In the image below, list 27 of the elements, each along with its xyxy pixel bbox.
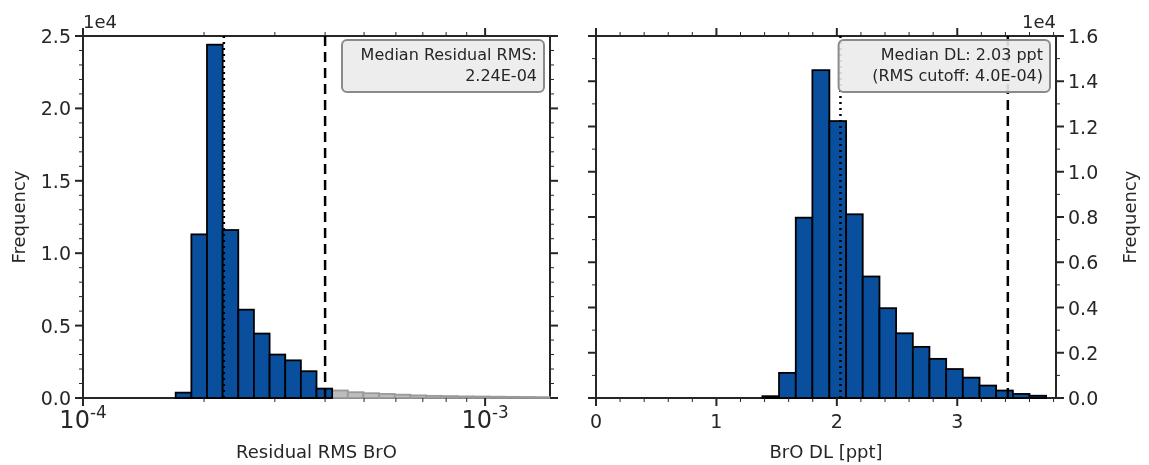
text: 1e4 [83, 11, 117, 32]
y2-tick-label: 1.6 [1068, 25, 1099, 47]
text: 1e4 [1022, 11, 1056, 32]
y-tick-label: 1.0 [40, 242, 71, 265]
y2-tick-label: 1.0 [1068, 160, 1099, 183]
x-tick-label: 10$^{-3}$ [461, 402, 509, 434]
y2-tick-label: 0.4 [1068, 296, 1099, 319]
y-tick-label: 1.5 [40, 169, 71, 192]
y-axis-title: Frequency [8, 170, 29, 264]
x-tick-label: 0 [589, 410, 603, 432]
y2-tick-label: 0.6 [1068, 251, 1099, 274]
annotation: Median Residual RMS: 2.24E-04 [360, 45, 537, 85]
y-tick-label: 2.5 [40, 25, 71, 47]
y2-tick-label: 0.2 [1068, 341, 1099, 364]
annotation: Median DL: 2.03 ppt (RMS cutoff: 4.0E-04) [872, 45, 1043, 85]
y2-tick-label: 1.4 [1068, 70, 1099, 93]
x-axis-title: BrO DL [ppt] [769, 441, 883, 462]
y-tick-label: 0.5 [40, 314, 71, 337]
x-tick-label: 2 [830, 410, 843, 432]
x-tick-label: 1 [710, 410, 723, 432]
y2-tick-label: 1.2 [1068, 115, 1099, 138]
y2-tick-label: 0.8 [1068, 206, 1099, 228]
y-tick-label: 2.0 [40, 97, 71, 120]
y2-tick-label: 0.0 [1068, 387, 1099, 409]
x-axis-title: Residual RMS BrO [236, 441, 397, 462]
x-tick-label: 3 [951, 410, 964, 432]
y2-axis-title: Frequency [1119, 170, 1140, 264]
